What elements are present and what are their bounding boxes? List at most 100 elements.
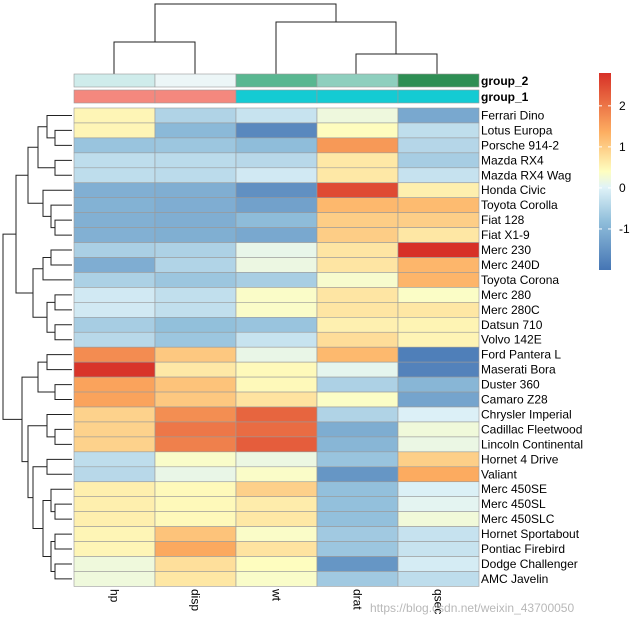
row-dendrogram-link: [46, 458, 72, 475]
heatmap-cell: [316, 167, 399, 184]
heatmap-cell: [154, 227, 237, 243]
heatmap-cell: [235, 107, 318, 124]
heatmap-cell: [154, 466, 237, 483]
heatmap-cell: [73, 152, 156, 169]
heatmap-cell: [316, 406, 399, 423]
heatmap-cell: [235, 122, 318, 139]
heatmap-cell: [316, 571, 399, 587]
heatmap-cell: [235, 302, 318, 318]
heatmap-cell: [316, 227, 399, 243]
heatmap-cell: [73, 212, 156, 228]
heatmap-cell: [154, 451, 237, 468]
heatmap-cell: [154, 361, 237, 378]
heatmap-cell: [235, 272, 318, 288]
heatmap-cell: [397, 182, 480, 198]
heatmap-cell: [235, 152, 318, 169]
heatmap-cell: [316, 451, 399, 468]
heatmap-cell: [154, 212, 237, 228]
heatmap-cell: [316, 421, 399, 438]
annotation-cell: [235, 73, 318, 88]
heatmap-cell: [154, 257, 237, 273]
row-dendrogram-link: [54, 324, 72, 341]
heatmap-cell: [73, 272, 156, 288]
heatmap-cell: [316, 526, 399, 542]
row-dendrogram-link: [54, 428, 72, 445]
color-legend: -1 0 1 2: [599, 73, 630, 270]
heatmap-cell: [397, 152, 480, 169]
heatmap-cell: [316, 391, 399, 408]
heatmap-cell: [316, 197, 399, 213]
heatmap-cell: [154, 346, 237, 363]
row-dendrogram-link: [32, 268, 47, 318]
heatmap-cell: [316, 511, 399, 527]
row-dendrogram-link: [46, 354, 72, 371]
column-label: wt: [270, 588, 284, 602]
heatmap-cell: [316, 361, 399, 378]
row-dendrogram-link: [54, 159, 72, 176]
heatmap-cell: [235, 212, 318, 228]
heatmap-cell: [73, 466, 156, 483]
row-dendrogram-link: [50, 541, 55, 572]
row-dendrogram: [2, 114, 72, 580]
heatmap-cell: [154, 376, 237, 393]
heatmap-cell: [316, 331, 399, 348]
row-dendrogram-link: [2, 233, 22, 420]
heatmap-cell: [73, 496, 156, 512]
heatmap-cell: [73, 167, 156, 184]
row-dendrogram-link: [27, 425, 47, 499]
watermark-text: https://blog.csdn.net/weixin_43700050: [370, 601, 574, 615]
row-dendrogram-link: [50, 488, 72, 513]
heatmap-cell: [154, 137, 237, 154]
heatmap-cell: [154, 152, 237, 169]
heatmap-cell: [154, 287, 237, 303]
heatmap-cell: [73, 406, 156, 423]
column-dendrogram-link: [275, 21, 397, 74]
heatmap-cell: [316, 272, 399, 288]
heatmap-cell: [154, 541, 237, 557]
annotation-cell: [397, 89, 480, 104]
heatmap-cell: [316, 376, 399, 393]
row-dendrogram-link: [46, 301, 55, 333]
annotation-cell: [316, 89, 399, 104]
heatmap-cell: [397, 391, 480, 408]
heatmap-cell: [235, 511, 318, 527]
heatmap-cell: [235, 242, 318, 258]
heatmap-cell: [235, 316, 318, 333]
heatmap-cell: [397, 287, 480, 303]
heatmap-cell: [397, 466, 480, 483]
heatmap-cell: [235, 361, 318, 378]
heatmap-cell: [397, 406, 480, 423]
row-dendrogram-link: [54, 129, 72, 146]
heatmap-cell: [235, 421, 318, 438]
row-dendrogram-link: [54, 294, 72, 311]
heatmap-cell: [235, 451, 318, 468]
heatmap-cell: [154, 511, 237, 527]
heatmap-cell: [154, 481, 237, 497]
row-dendrogram-link: [42, 257, 72, 281]
row-dendrogram-link: [54, 384, 72, 401]
row-label: AMC Javelin: [481, 572, 548, 586]
heatmap-cell: [154, 556, 237, 572]
row-label: Lincoln Continental: [481, 437, 583, 451]
column-labels: hp disp wt drat qsec: [108, 588, 446, 614]
heatmap-cell: [73, 451, 156, 468]
heatmap-cell: [73, 481, 156, 497]
heatmap-cell: [73, 541, 156, 557]
heatmap-cell: [235, 556, 318, 572]
heatmap-cell: [316, 152, 399, 169]
row-dendrogram-link: [42, 499, 51, 557]
heatmap-cell: [316, 287, 399, 303]
annotation-cell: [154, 89, 237, 104]
heatmap-cell: [397, 167, 480, 184]
row-label: Cadillac Fleetwood: [481, 422, 582, 436]
heatmap-cell: [154, 302, 237, 318]
heatmap-cell: [154, 242, 237, 258]
heatmap-cell: [154, 122, 237, 139]
heatmap-cell: [316, 316, 399, 333]
row-label: Lotus Europa: [481, 123, 553, 137]
row-label: Ford Pantera L: [481, 348, 561, 362]
heatmap-cell: [316, 436, 399, 453]
heatmap-cell: [235, 346, 318, 363]
heatmap-cell: [73, 287, 156, 303]
row-dendrogram-link: [46, 413, 72, 438]
